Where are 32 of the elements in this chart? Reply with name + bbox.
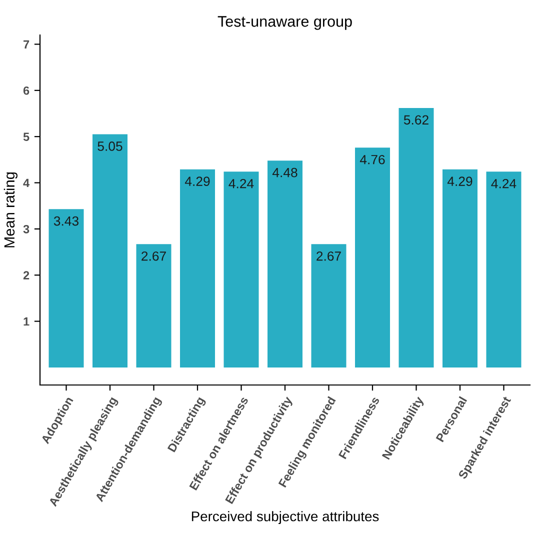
bar: [92, 134, 128, 368]
chart-title: Test-unaware group: [218, 16, 352, 30]
bar: [136, 244, 172, 368]
data-label: 5.62: [404, 115, 428, 125]
y-axis-title: Mean rating: [4, 172, 18, 248]
bar: [311, 244, 346, 368]
bar: [48, 209, 84, 368]
data-label: 4.29: [184, 176, 210, 186]
bar: [355, 148, 390, 368]
bar: [180, 169, 215, 368]
bar: [398, 108, 434, 368]
y-tick-label: 3: [23, 224, 30, 234]
x-axis-title: Perceived subjective attributes: [192, 511, 379, 524]
data-label: 5.05: [98, 142, 122, 151]
data-label: 4.76: [360, 154, 385, 164]
y-tick-label: 2: [23, 271, 30, 280]
data-label: 4.29: [447, 176, 472, 186]
data-label: 4.24: [228, 178, 254, 188]
data-label: 3.43: [54, 216, 79, 226]
y-tick-label: 5: [23, 132, 30, 141]
data-label: 2.67: [142, 251, 166, 261]
data-label: 2.67: [316, 251, 341, 261]
y-tick-label: 6: [23, 86, 30, 95]
y-tick-label: 1: [24, 317, 30, 326]
data-label: 4.24: [491, 178, 516, 188]
data-label: 4.48: [272, 168, 298, 178]
y-tick-label: 7: [24, 40, 30, 49]
bar: [486, 172, 522, 368]
bar: [442, 169, 478, 368]
bar: [268, 160, 302, 368]
bar: [224, 172, 259, 368]
y-tick-label: 4: [23, 178, 30, 188]
